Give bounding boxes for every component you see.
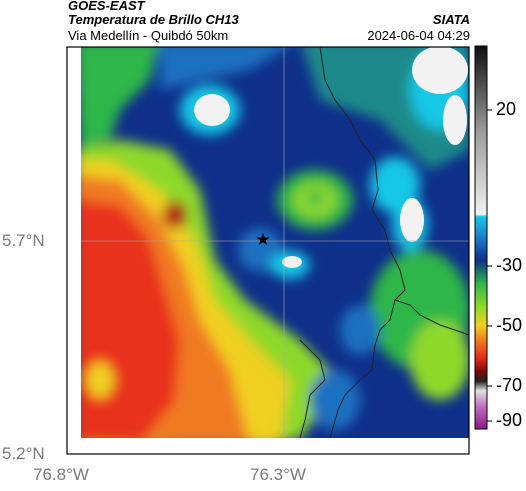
colorbar-label-20: 20 [496,99,517,119]
lon-label-76-3: 76.3°W [250,465,306,484]
product-title: Temperatura de Brillo CH13 [68,12,239,27]
map-frame [66,46,470,455]
lat-label-5-7: 5.7°N [2,231,45,250]
colorbar-label-minus30: -30 [496,255,523,275]
colorbar-ticks [487,109,492,422]
datetime-label: 2024-06-04 04:29 [367,28,470,43]
location-star-marker [256,233,270,245]
colorbar-label-minus70: -70 [496,375,523,395]
route-subtitle: Via Medellín - Quibdó 50km [68,28,229,43]
agency-label: SIATA [432,12,470,27]
lat-label-5-2: 5.2°N [2,444,45,463]
colorbar [474,45,488,430]
colorbar-label-minus90: -90 [496,410,523,430]
lon-label-76-8: 76.8°W [33,465,89,484]
satellite-title: GOES-EAST [68,0,145,13]
department-boundaries [299,47,469,438]
brightness-temperature-field [81,47,469,438]
colorbar-label-minus50: -50 [496,315,523,335]
